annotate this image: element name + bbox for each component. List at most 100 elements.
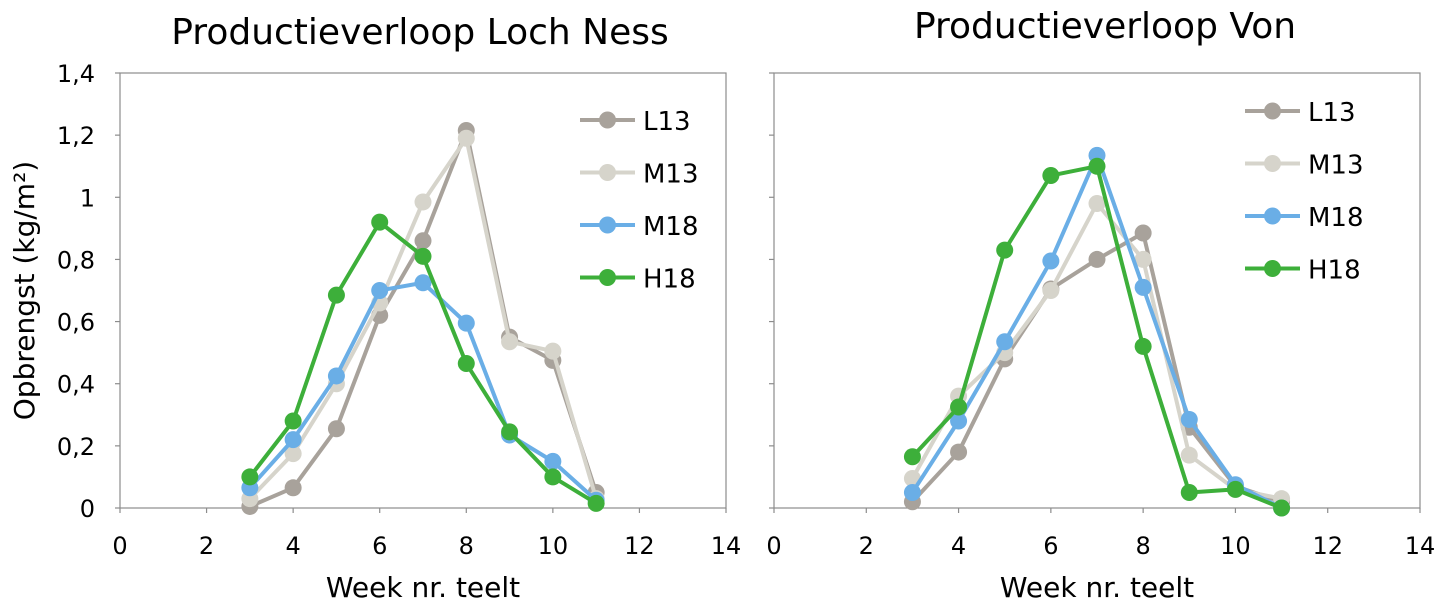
x-tick-label: 4 <box>286 532 301 560</box>
data-point <box>327 420 345 438</box>
x-tick-label: 2 <box>859 532 874 560</box>
x-tick-label: 12 <box>624 532 655 560</box>
y-tick-label: 0 <box>80 495 95 523</box>
series-h18 <box>903 157 1291 517</box>
legend-swatch-marker <box>1264 260 1281 277</box>
data-point <box>544 468 562 486</box>
data-point <box>1180 410 1198 428</box>
y-tick-label: 0,8 <box>57 246 95 274</box>
data-point <box>1088 195 1106 212</box>
data-point <box>284 479 302 497</box>
chart-title: Productieverloop Von <box>914 6 1296 47</box>
data-point <box>903 448 921 466</box>
x-axis-label: Week nr. teelt <box>326 571 520 604</box>
data-point <box>414 247 432 265</box>
legend-label: M13 <box>643 160 699 190</box>
series-line <box>910 231 1284 504</box>
legend-swatch-marker <box>1264 102 1281 120</box>
data-point <box>1134 278 1152 296</box>
data-point <box>501 423 519 441</box>
data-point <box>950 398 968 416</box>
x-tick-label: 0 <box>112 532 127 560</box>
x-tick-label: 2 <box>199 532 214 560</box>
y-tick-label: 1,4 <box>57 60 95 88</box>
x-tick-label: 8 <box>459 532 474 560</box>
legend-swatch-marker <box>599 164 616 181</box>
x-tick-label: 0 <box>766 532 781 560</box>
y-tick-label: 1,2 <box>57 122 95 150</box>
data-point <box>903 483 921 501</box>
x-tick-label: 6 <box>372 532 387 560</box>
x-tick-label: 8 <box>1136 532 1151 560</box>
legend-swatch-marker <box>599 269 616 286</box>
data-point <box>414 193 432 211</box>
series-line <box>247 136 599 501</box>
data-point <box>1042 252 1060 270</box>
legend-item-h18: H18 <box>580 265 696 295</box>
data-point <box>544 342 562 360</box>
data-point <box>414 274 432 292</box>
data-point <box>1180 483 1198 501</box>
legend-swatch-marker <box>599 216 616 234</box>
data-point <box>1180 446 1198 464</box>
chart-title: Productieverloop Loch Ness <box>171 12 669 53</box>
data-point <box>284 412 302 430</box>
series-line <box>910 201 1284 501</box>
y-tick-label: 0,4 <box>57 371 95 399</box>
data-point <box>950 443 968 461</box>
data-point <box>1134 337 1152 355</box>
chart-1: Productieverloop Loch Ness 0 0,2 0,4 0,6 0,8 1… <box>8 12 741 604</box>
legend-item-l13: L13 <box>580 107 691 137</box>
legend-swatch-marker <box>1264 155 1281 172</box>
legend-label: M18 <box>1308 203 1364 233</box>
data-point <box>457 129 475 147</box>
legend-item-l13: L13 <box>1245 98 1356 128</box>
chart-2: Productieverloop Von 0 2 4 6 8 10 12 14 Week nr. … <box>766 6 1435 604</box>
data-point <box>327 286 345 304</box>
legend-swatch-marker <box>1264 207 1281 225</box>
y-axis-label: Opbrengst (kg/m²) <box>8 161 41 420</box>
legend-item-m13: M13 <box>1245 151 1364 181</box>
x-tick-label: 6 <box>1043 532 1058 560</box>
data-point <box>950 412 968 430</box>
series-h18 <box>241 213 605 512</box>
x-tick-label: 10 <box>1220 532 1251 560</box>
data-point <box>1134 224 1152 242</box>
data-point <box>457 355 475 373</box>
data-point <box>371 213 389 231</box>
y-tick-label: 0,6 <box>57 309 95 337</box>
data-point <box>587 494 605 512</box>
series-line <box>910 164 1284 510</box>
legend-label: M13 <box>1308 151 1364 181</box>
data-point <box>284 445 302 463</box>
legend-label: H18 <box>643 265 696 295</box>
x-tick-label: 4 <box>951 532 966 560</box>
y-tick-label: 0,2 <box>57 433 95 461</box>
x-tick-label: 10 <box>538 532 569 560</box>
series-m13 <box>903 195 1291 508</box>
series-m13 <box>241 129 605 508</box>
data-point <box>457 314 475 332</box>
legend-label: M18 <box>643 212 699 242</box>
legend-item-m18: M18 <box>1245 203 1364 233</box>
data-point <box>996 241 1014 259</box>
plot-area-frame <box>119 72 727 509</box>
plot-area-frame <box>773 72 1421 509</box>
legend-swatch-marker <box>599 111 616 129</box>
data-point <box>1042 167 1060 185</box>
legend-label: L13 <box>643 107 691 137</box>
data-point <box>327 367 345 385</box>
legend-label: H18 <box>1308 256 1361 286</box>
data-point <box>284 431 302 449</box>
data-point <box>1042 282 1060 299</box>
data-point <box>1273 499 1291 517</box>
x-tick-label: 14 <box>1405 532 1436 560</box>
x-tick-label: 12 <box>1312 532 1343 560</box>
data-point <box>1088 157 1106 175</box>
data-point <box>414 232 432 250</box>
y-tick-label: 1 <box>80 184 95 212</box>
legend-item-m13: M13 <box>580 160 699 190</box>
data-point <box>501 333 519 351</box>
data-point <box>1226 480 1244 498</box>
